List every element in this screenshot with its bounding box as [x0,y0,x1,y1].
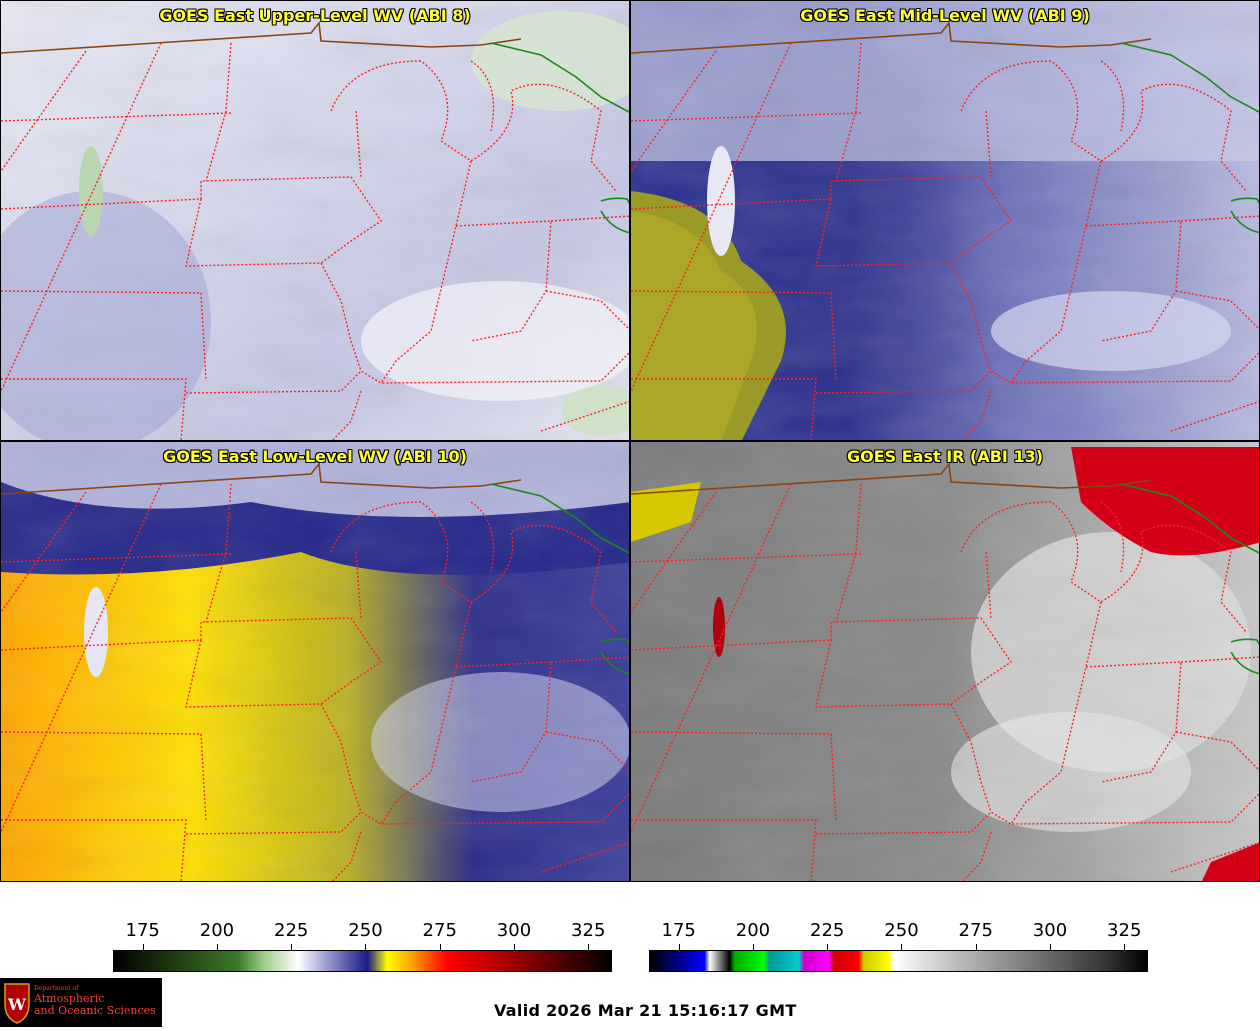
colorbar-strip [113,950,612,972]
colorbar-tick-label: 325 [571,920,606,941]
colorbar-tick-label: 300 [496,920,532,941]
colorbar-tick-mark [439,944,441,950]
svg-text:W: W [7,995,27,1014]
panel-title: GOES East Mid-Level WV (ABI 9) [800,6,1090,25]
colorbar-tick-mark [1049,944,1051,950]
logo-line2: and Oceanic Sciences [34,1004,156,1017]
colorbar-tick-label: 175 [125,920,160,941]
panel-title: GOES East Low-Level WV (ABI 10) [163,447,467,466]
colorbar-tick-mark [513,944,515,950]
colorbar-tick-label: 225 [274,920,309,941]
colorbar-wv: 175 200 225 250 275 300 325 [113,920,612,974]
colorbar-ticks: 175 200 225 250 275 300 325 [113,920,612,950]
colorbar-tick-mark [678,944,680,950]
colorbar-tick-mark [216,944,218,950]
satellite-image-abi8 [1,1,629,440]
colorbar-tick-mark [588,944,590,950]
colorbar-tick-mark [142,944,144,950]
colorbar-tick-label: 175 [661,920,696,941]
aos-logo: W Department of Atmospheric and Oceanic … [0,978,162,1027]
logo-dept: Department of [34,985,79,992]
panel-low-level-wv: GOES East Low-Level WV (ABI 10) [0,441,630,882]
colorbar-tick-mark [827,944,829,950]
colorbar-tick-mark [1124,944,1126,950]
colorbar-tick-label: 250 [884,920,919,941]
valid-time: Valid 2026 Mar 21 15:16:17 GMT [494,1001,797,1020]
colorbar-tick-label: 250 [348,920,383,941]
panel-mid-level-wv: GOES East Mid-Level WV (ABI 9) [630,0,1260,441]
panel-title: GOES East Upper-Level WV (ABI 8) [159,6,471,25]
colorbar-tick-mark [901,944,903,950]
colorbar-tick-label: 275 [422,920,457,941]
colorbar-tick-label: 200 [735,920,771,941]
colorbar-tick-mark [291,944,293,950]
colorbar-ir: 175 200 225 250 275 300 325 [649,920,1148,974]
uw-crest-icon: W [4,983,30,1024]
colorbar-tick-mark [752,944,754,950]
panel-title: GOES East IR (ABI 13) [846,447,1044,466]
panel-upper-level-wv: GOES East Upper-Level WV (ABI 8) [0,0,630,441]
colorbar-tick-label: 275 [958,920,993,941]
colorbar-tick-label: 225 [810,920,845,941]
logo-line1: Atmospheric [34,992,105,1005]
satellite-image-abi13 [631,442,1259,881]
colorbar-tick-label: 300 [1032,920,1068,941]
colorbar-strip [649,950,1148,972]
colorbar-tick-label: 200 [199,920,235,941]
satellite-image-abi9 [631,1,1259,440]
colorbar-tick-mark [975,944,977,950]
colorbar-ticks: 175 200 225 250 275 300 325 [649,920,1148,950]
satellite-image-abi10 [1,442,629,881]
colorbar-tick-mark [365,944,367,950]
colorbar-tick-label: 325 [1107,920,1142,941]
panel-ir: GOES East IR (ABI 13) [630,441,1260,882]
